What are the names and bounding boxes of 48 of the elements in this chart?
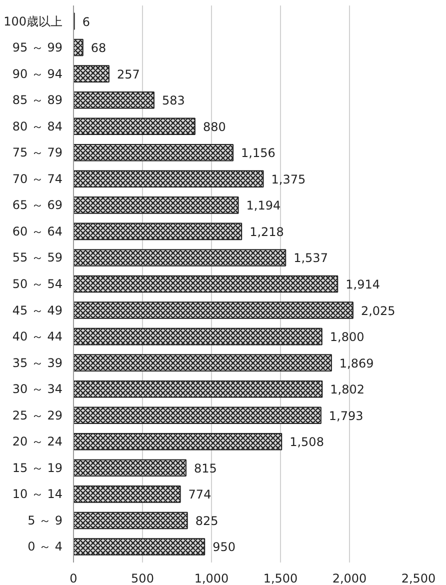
y-tick-label: 45 ～ 49 — [12, 303, 63, 318]
y-tick-label: 0 ～ 4 — [28, 540, 63, 554]
data-label: 950 — [212, 540, 236, 554]
x-tick-label: 2,000 — [332, 572, 367, 585]
y-tick-label: 80 ～ 84 — [12, 119, 63, 134]
y-tick-label: 95 ～ 99 — [12, 40, 63, 55]
y-tick-label: 15 ～ 19 — [12, 460, 63, 475]
data-label: 6 — [82, 14, 90, 29]
y-tick-label: 50 ～ 54 — [12, 277, 63, 291]
y-tick-label: 30 ～ 34 — [12, 382, 63, 396]
y-tick-label: 55 ～ 59 — [12, 250, 63, 265]
x-tick-label: 1,000 — [194, 572, 229, 585]
data-label: 1,194 — [246, 198, 281, 213]
y-tick-label: 90 ～ 94 — [12, 66, 63, 81]
y-tick-label: 25 ～ 29 — [12, 408, 63, 422]
y-tick-label: 70 ～ 74 — [12, 172, 63, 186]
data-label: 1,802 — [330, 382, 365, 397]
data-label: 1,375 — [271, 172, 306, 186]
x-tick-label: 0 — [70, 572, 78, 585]
data-label: 1,800 — [330, 330, 364, 344]
y-tick-label: 10 ～ 14 — [12, 487, 63, 502]
y-tick-label: 100歳以上 — [4, 14, 62, 28]
data-label: 2,025 — [360, 304, 396, 318]
data-label: 1,914 — [346, 278, 380, 292]
data-label: 880 — [202, 120, 226, 134]
x-tick-label: 500 — [131, 572, 154, 585]
y-tick-label: 40 ～ 44 — [12, 330, 63, 344]
data-label: 583 — [162, 94, 185, 108]
data-label: 1,508 — [290, 435, 324, 450]
data-label: 68 — [90, 41, 106, 56]
data-label: 825 — [195, 514, 218, 528]
data-label: 257 — [116, 67, 140, 82]
y-tick-label: 60 ～ 64 — [12, 224, 63, 238]
y-tick-label: 75 ～ 79 — [12, 146, 63, 160]
data-label: 1,793 — [328, 408, 364, 423]
y-tick-label: 65 ～ 69 — [12, 198, 63, 212]
y-tick-label: 5 ～ 9 — [28, 513, 63, 528]
x-tick-label: 2,500 — [401, 572, 436, 585]
y-tick-label: 85 ～ 89 — [12, 93, 63, 108]
data-label: 1,537 — [294, 251, 328, 266]
y-tick-label: 20 ～ 24 — [12, 434, 63, 449]
data-label: 815 — [194, 461, 217, 476]
y-tick-label: 35 ～ 39 — [12, 356, 63, 370]
data-label: 774 — [188, 488, 212, 502]
data-label: 1,218 — [250, 224, 284, 239]
data-label: 1,156 — [241, 146, 276, 160]
data-label: 1,869 — [339, 356, 374, 370]
x-tick-label: 1,500 — [263, 572, 298, 585]
